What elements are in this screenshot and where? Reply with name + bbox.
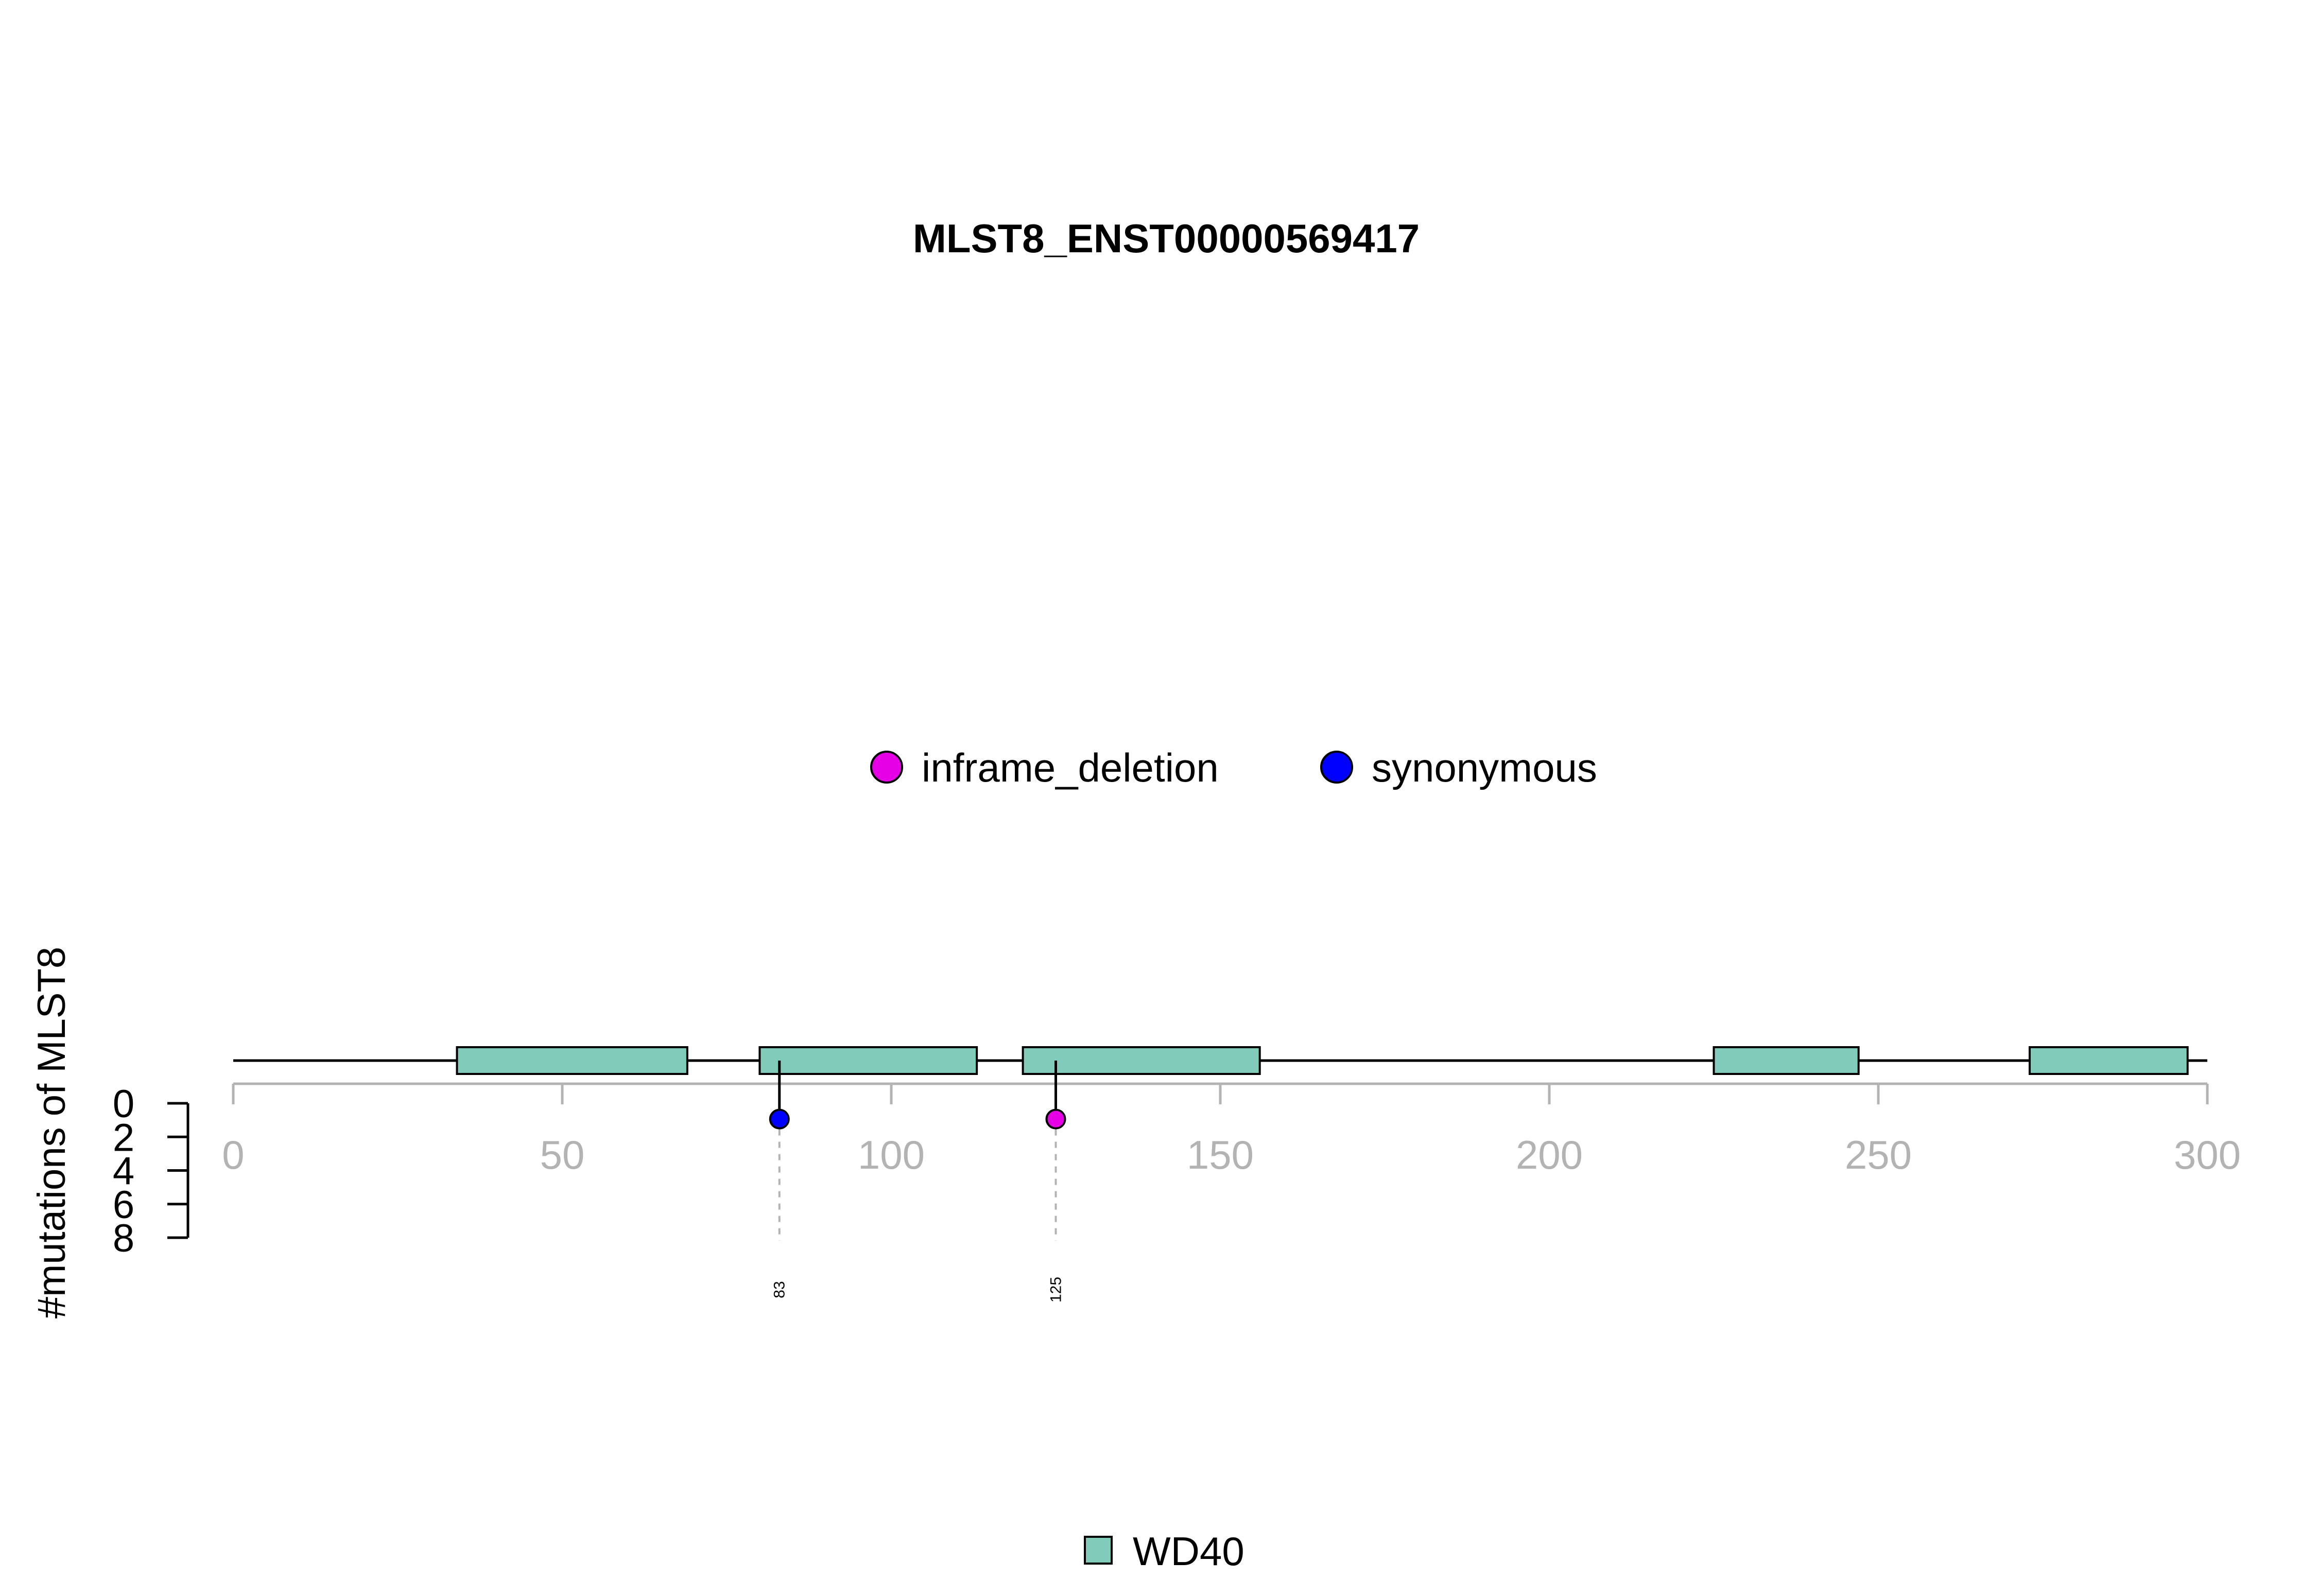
domain-legend-label: WD40 xyxy=(1133,1529,1244,1574)
x-axis: 0 50 100 150 200 250 300 xyxy=(222,1082,2241,1177)
y-tick-label-2: 2 xyxy=(113,1116,134,1159)
mutation-point-83 xyxy=(769,1108,790,1130)
mutation-label-125: 125 xyxy=(1048,1277,1065,1303)
legend-dot-synonymous xyxy=(1320,751,1353,784)
domain-box-2 xyxy=(758,1046,978,1075)
domain-box-4 xyxy=(1713,1046,1860,1075)
x-tick-label-200: 200 xyxy=(1516,1132,1583,1177)
y-tick-label-6: 6 xyxy=(113,1183,134,1227)
domain-box-1 xyxy=(456,1046,688,1075)
y-tick-label-8: 8 xyxy=(113,1217,134,1260)
domains-layer xyxy=(456,1046,2189,1075)
x-tick-label-100: 100 xyxy=(858,1132,925,1177)
y-tick-label-0: 0 xyxy=(113,1082,134,1126)
domain-box-3 xyxy=(1022,1046,1261,1075)
mutation-point-125 xyxy=(1045,1108,1066,1130)
y-tick-label-4: 4 xyxy=(113,1150,134,1193)
legend-label-synonymous: synonymous xyxy=(1372,745,1597,790)
x-tick-label-50: 50 xyxy=(540,1132,585,1177)
domain-legend: WD40 xyxy=(1084,1529,1244,1574)
domain-box-5 xyxy=(2028,1046,2189,1075)
x-tick-label-300: 300 xyxy=(2174,1132,2241,1177)
chart-title: MLST8_ENST00000569417 xyxy=(913,216,1420,261)
domain-legend-swatch xyxy=(1084,1536,1113,1565)
legend-label-inframe-deletion: inframe_deletion xyxy=(922,745,1219,790)
x-tick-label-250: 250 xyxy=(1845,1132,1912,1177)
mutation-label-83: 83 xyxy=(771,1281,788,1298)
mutations-layer: 83 125 xyxy=(769,1061,1066,1303)
x-tick-label-0: 0 xyxy=(222,1132,244,1177)
mutation-legend: inframe_deletion synonymous xyxy=(870,745,1597,790)
legend-dot-inframe-deletion xyxy=(870,751,903,784)
y-axis-label: #mutations of MLST8 xyxy=(30,947,74,1319)
x-tick-label-150: 150 xyxy=(1187,1132,1254,1177)
